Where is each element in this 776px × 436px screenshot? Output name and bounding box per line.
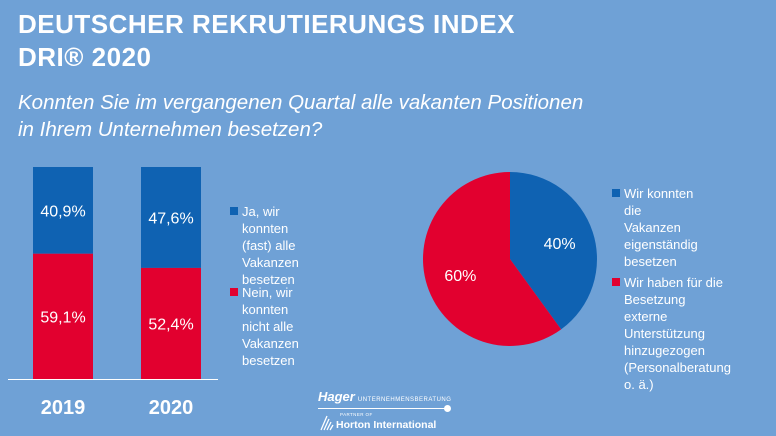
pie-legend-own-line3: eigenständig (624, 237, 698, 252)
bar-value-label-2019-no: 59,1% (40, 309, 85, 326)
bar-2020-yes (141, 167, 201, 268)
bar-2020-no (141, 267, 201, 379)
logo-partner-name: Horton International (336, 419, 437, 431)
bar-2019-no (33, 253, 93, 379)
pie-legend-external-line2: Besetzung externe (624, 292, 686, 324)
bar-value-label-2019-yes: 40,9% (40, 203, 85, 220)
bar-legend-swatch-no (230, 288, 238, 296)
pie-legend-external-line1: Wir haben für die (624, 275, 723, 290)
bar-legend-yes-line2: (fast) alle Vakanzen (242, 238, 299, 270)
pie-legend-own-line2: Vakanzen (624, 220, 681, 235)
bar-legend-yes-line1: Ja, wir konnten (242, 204, 289, 236)
x-tick-label-2019: 2019 (41, 397, 86, 419)
logo-brand-sub: UNTERNEHMENSBERATUNG (357, 397, 452, 403)
bar-legend-swatch-yes (230, 207, 238, 215)
stacked-bar-chart: 40,9% 59,1% 2019 47,6% 52,4% 2020 (8, 167, 218, 419)
survey-question: Konnten Sie im vergangenen Quartal alle … (18, 89, 718, 143)
bar-value-label-2020-yes: 47,6% (148, 210, 193, 227)
pie-legend-external-line3: Unterstützung (624, 326, 705, 341)
bar-2019-yes (33, 167, 93, 254)
logo-partner-text: PARTNER OF (340, 412, 373, 417)
x-tick-label-2020: 2020 (149, 397, 194, 419)
horton-logo-icon (320, 415, 334, 431)
pie-slice-external (422, 172, 562, 346)
page-title: DEUTSCHER REKRUTIERUNGS INDEX DRI® 2020 (18, 8, 515, 74)
pie-legend-own-line4: besetzen (624, 254, 677, 269)
logo-dot (444, 405, 451, 412)
title-line-1: DEUTSCHER REKRUTIERUNGS INDEX (18, 9, 515, 39)
bar-value-label-2020-no: 52,4% (148, 316, 193, 333)
question-line-1: Konnten Sie im vergangenen Quartal alle … (18, 91, 584, 114)
pie-legend-swatch-own (612, 189, 620, 197)
pie-legend-external-line5: (Personalberatung (624, 360, 731, 375)
pie-value-label-own: 40% (544, 236, 576, 253)
logo-brand-name: Hager (318, 389, 355, 404)
pie-chart: 40% 60% (422, 172, 597, 346)
bar-legend-no-line2: nicht alle Vakanzen (242, 319, 299, 351)
pie-legend-swatch-external (612, 278, 620, 286)
question-line-2: in Ihrem Unternehmen besetzen? (18, 118, 323, 141)
bar-legend-no-line3: besetzen (242, 353, 295, 368)
pie-legend-external-line6: o. ä.) (624, 377, 654, 392)
pie-legend-own-line1: Wir konnten die (624, 186, 694, 218)
logo-divider (318, 408, 446, 409)
pie-slice-own (510, 172, 597, 330)
title-line-2: DRI® 2020 (18, 42, 152, 72)
bar-legend-no-line1: Nein, wir konnten (242, 285, 293, 317)
pie-legend-external-line4: hinzugezogen (624, 343, 705, 358)
bar-legend-yes-line3: besetzen (242, 272, 295, 287)
pie-value-label-external: 60% (444, 268, 476, 285)
